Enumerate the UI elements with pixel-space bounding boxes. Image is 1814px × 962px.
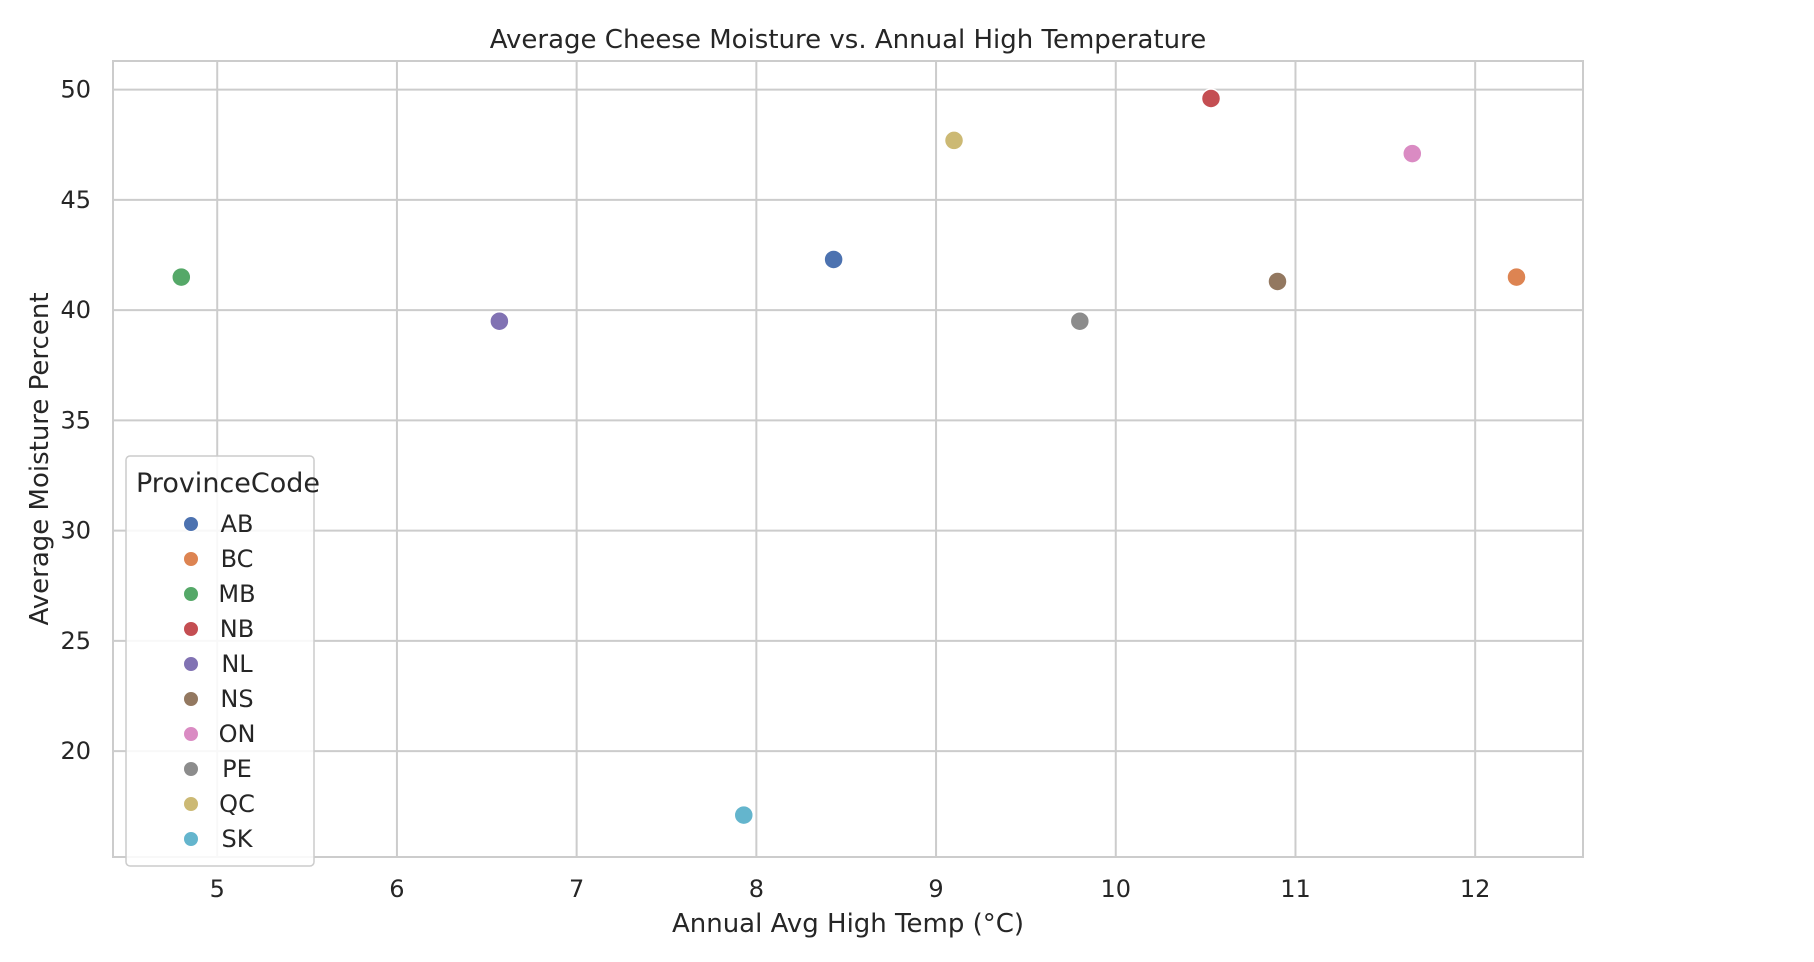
x-axis-ticks: 5 6 7 8 9 10 11 12 (210, 875, 1491, 903)
legend-items: AB BC MB NB NL NS ON PE QC SK (183, 510, 256, 853)
legend-marker-pe (183, 761, 199, 777)
data-point-sk (733, 804, 755, 826)
y-tick-label: 30 (60, 517, 91, 545)
y-tick-label: 25 (60, 627, 91, 655)
y-tick-label: 40 (60, 296, 91, 324)
legend-marker-nb (183, 621, 199, 637)
y-tick-label: 35 (60, 406, 91, 434)
data-point-nl (489, 310, 510, 332)
legend-marker-ns (183, 691, 199, 707)
data-point-ns (1267, 271, 1288, 292)
legend-label-qc: QC (219, 790, 255, 818)
y-axis-ticks: 20 25 30 35 40 45 50 (60, 76, 91, 765)
x-tick-label: 6 (389, 875, 404, 903)
data-points (171, 88, 1527, 826)
x-tick-label: 12 (1460, 875, 1491, 903)
data-point-ab (823, 249, 844, 270)
y-tick-label: 50 (60, 76, 91, 104)
legend-marker-bc (183, 551, 199, 567)
legend-label-on: ON (219, 720, 256, 748)
x-tick-label: 8 (749, 875, 764, 903)
x-tick-label: 7 (569, 875, 584, 903)
x-tick-label: 9 (928, 875, 943, 903)
x-tick-label: 11 (1280, 875, 1311, 903)
y-axis-label: Average Moisture Percent (25, 292, 55, 625)
legend-title: ProvinceCode (136, 468, 320, 499)
data-point-on (1402, 143, 1423, 164)
data-point-pe (1069, 310, 1091, 332)
legend-label-ab: AB (221, 510, 254, 538)
legend-marker-nl (183, 656, 199, 672)
legend-label-nl: NL (221, 650, 253, 678)
chart-title: Average Cheese Moisture vs. Annual High … (490, 25, 1206, 55)
x-tick-label: 5 (210, 875, 225, 903)
legend-label-sk: SK (222, 825, 254, 853)
legend-label-ns: NS (220, 685, 253, 713)
plot-area-frame (112, 60, 1584, 858)
legend-box (125, 455, 315, 867)
y-tick-label: 45 (60, 186, 91, 214)
legend-marker-sk (183, 831, 199, 847)
legend-label-nb: NB (220, 615, 254, 643)
legend-label-pe: PE (222, 755, 252, 783)
y-tick-label: 20 (60, 737, 91, 765)
legend-label-bc: BC (221, 545, 254, 573)
legend-marker-ab (183, 516, 199, 532)
x-tick-label: 10 (1100, 875, 1131, 903)
data-point-mb (171, 266, 192, 288)
grid-lines (113, 61, 1583, 857)
legend-label-mb: MB (218, 580, 255, 608)
data-point-qc (943, 130, 965, 151)
data-point-nb (1200, 88, 1222, 109)
legend: ProvinceCode AB BC MB NB NL NS ON PE QC SK (125, 455, 320, 867)
legend-marker-qc (183, 796, 199, 812)
legend-marker-on (183, 726, 199, 742)
data-point-bc (1506, 266, 1527, 288)
x-axis-label: Annual Avg High Temp (°C) (672, 909, 1024, 939)
legend-marker-mb (183, 586, 199, 602)
